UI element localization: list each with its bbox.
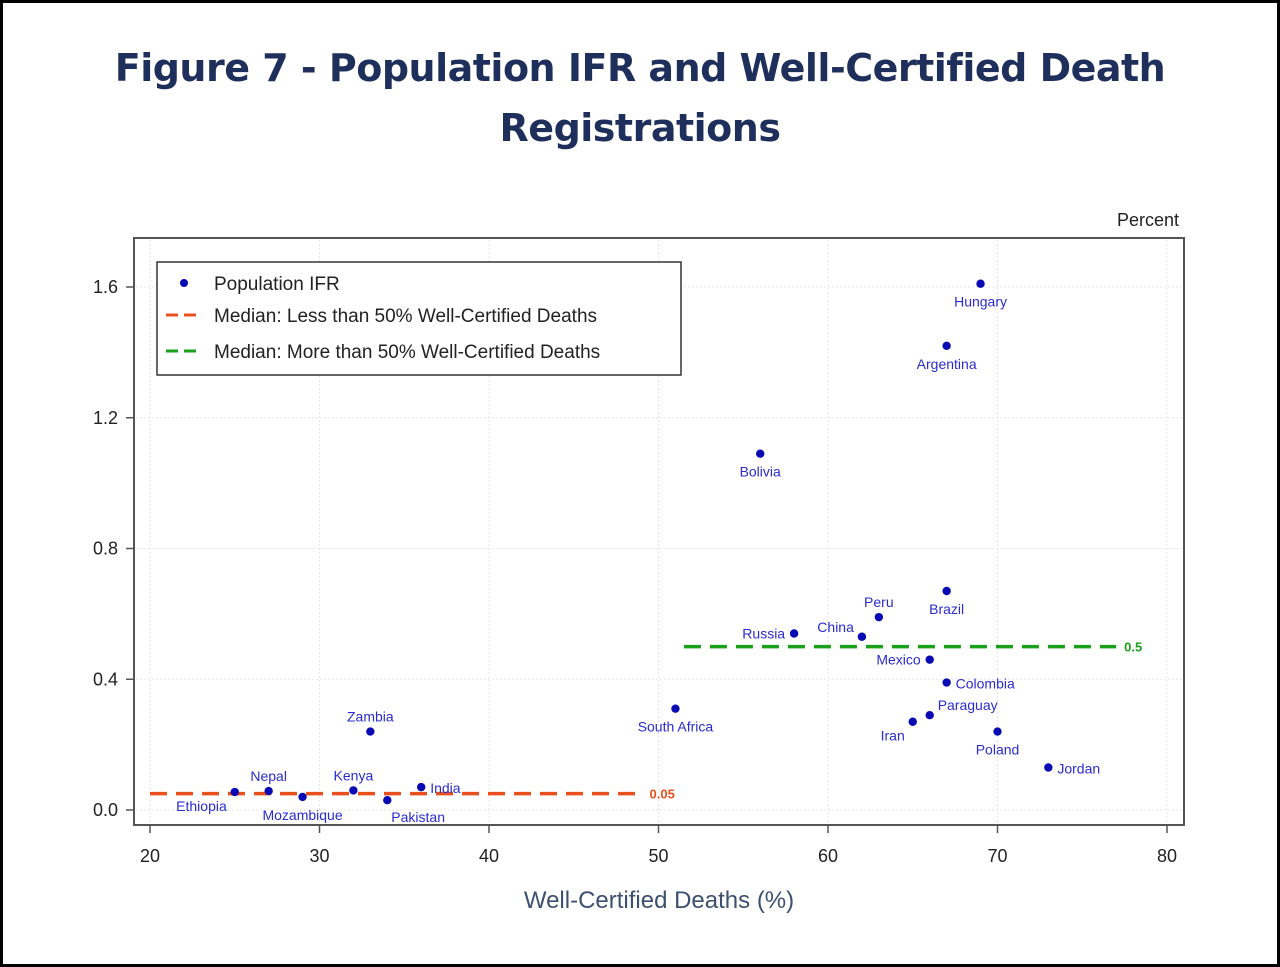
point-south-africa [671, 704, 680, 713]
point-label-mexico: Mexico [876, 652, 921, 668]
point-zambia [366, 727, 375, 736]
point-india [417, 782, 426, 792]
x-tick-label: 40 [479, 846, 499, 866]
point-colombia [942, 678, 951, 687]
point-china [857, 632, 867, 641]
point-label-nepal: Nepal [250, 768, 287, 784]
point-poland [993, 727, 1002, 736]
point-mozambique [298, 792, 307, 802]
point-ethiopia [230, 787, 239, 797]
point-russia [789, 629, 799, 638]
x-tick-label: 80 [1157, 846, 1177, 866]
point-label-south-africa: South Africa [638, 719, 714, 735]
y-tick-label: 0.4 [93, 669, 118, 689]
x-tick-label: 60 [818, 846, 838, 866]
point-label-hungary: Hungary [954, 294, 1007, 310]
point-hungary [976, 279, 985, 288]
point-label-india: India [430, 780, 461, 796]
point-label-iran: Iran [881, 728, 905, 744]
y-tick-label: 1.2 [93, 408, 118, 428]
point-label-zambia: Zambia [347, 709, 394, 725]
x-tick-label: 70 [987, 846, 1007, 866]
point-pakistan [383, 795, 392, 805]
y-tick-label: 1.6 [93, 277, 118, 297]
point-label-bolivia: Bolivia [740, 464, 781, 480]
chart-title-line2: Registrations [499, 106, 781, 150]
point-paraguay [925, 711, 934, 720]
point-label-brazil: Brazil [929, 601, 964, 617]
y-unit-label: Percent [1117, 210, 1179, 230]
point-iran [908, 717, 917, 726]
median-line-label-0: 0.05 [650, 787, 675, 802]
point-label-mozambique: Mozambique [262, 807, 342, 823]
y-tick-label: 0.8 [93, 539, 118, 559]
point-bolivia [756, 449, 765, 458]
legend-marker-population-ifr [180, 279, 188, 287]
legend: Population IFR Median: Less than 50% Wel… [156, 261, 682, 376]
point-label-china: China [817, 619, 854, 635]
y-tick-label: 0.0 [93, 800, 118, 820]
point-jordan [1044, 763, 1053, 772]
x-tick-label: 20 [140, 846, 160, 866]
point-brazil [942, 586, 951, 596]
point-peru [874, 612, 884, 622]
chart-title: Figure 7 - Population IFR and Well-Certi… [0, 38, 1280, 158]
data-points: Hungary Argentina Bolivia Brazil Peru Russia C… [176, 279, 1100, 825]
point-kenya [349, 786, 358, 795]
point-mexico [925, 655, 934, 664]
point-argentina [942, 341, 951, 351]
legend-label-median-more: Median: More than 50% Well-Certified Dea… [214, 342, 600, 363]
legend-label-median-less: Median: Less than 50% Well-Certified Dea… [214, 306, 597, 327]
point-label-colombia: Colombia [956, 676, 1015, 692]
x-axis-label: Well-Certified Deaths (%) [524, 887, 794, 914]
point-label-kenya: Kenya [334, 767, 374, 783]
axes: 20 30 40 50 60 70 80 0.0 0.4 0.8 1.2 1.6 [93, 277, 1177, 866]
legend-box [156, 261, 682, 376]
point-nepal [264, 786, 273, 796]
point-label-ethiopia: Ethiopia [176, 798, 227, 814]
point-label-russia: Russia [742, 625, 785, 641]
point-label-paraguay: Paraguay [938, 697, 998, 713]
point-label-poland: Poland [976, 742, 1020, 758]
x-tick-label: 30 [309, 846, 329, 866]
point-label-jordan: Jordan [1057, 761, 1100, 777]
x-tick-label: 50 [648, 846, 668, 866]
median-line-label-1: 0.5 [1124, 640, 1142, 655]
legend-label-population-ifr: Population IFR [214, 274, 340, 295]
point-label-pakistan: Pakistan [391, 809, 445, 825]
figure-frame [3, 3, 1277, 964]
point-label-peru: Peru [864, 594, 894, 610]
chart-title-line1: Figure 7 - Population IFR and Well-Certi… [114, 46, 1166, 90]
point-label-argentina: Argentina [917, 356, 977, 372]
